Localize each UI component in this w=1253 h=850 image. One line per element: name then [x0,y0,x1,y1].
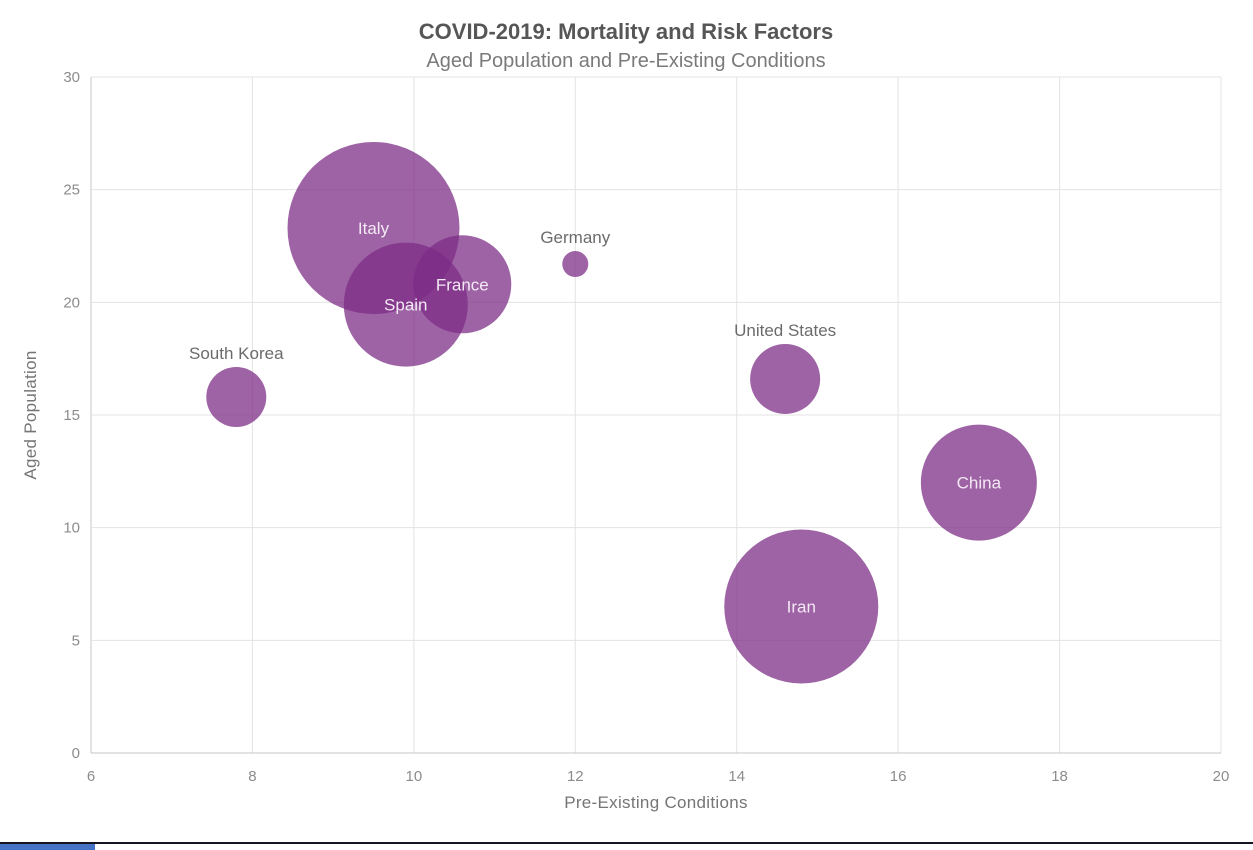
bubble-label-spain: Spain [384,296,427,315]
bubble-layer [206,141,1037,684]
x-axis-title: Pre-Existing Conditions [564,793,748,812]
bubble-germany[interactable] [562,251,589,278]
x-tick-label-12: 12 [567,768,584,785]
bubble-label-germany: Germany [540,228,610,247]
y-tick-label-0: 0 [72,745,80,762]
horizontal-scrollbar-thumb[interactable] [0,844,95,850]
bubble-united-states[interactable] [750,343,821,414]
y-tick-label-30: 30 [63,69,80,86]
x-tick-label-18: 18 [1051,768,1068,785]
chart-subtitle: Aged Population and Pre-Existing Conditi… [426,50,825,72]
x-tick-label-14: 14 [728,768,745,785]
grid-layer: 6 8 10 12 14 16 18 20 0 5 10 15 20 25 30 [63,69,1229,785]
bubble-label-united-states: United States [734,321,836,340]
bubble-label-china: China [957,474,1002,493]
bubble-label-france: France [436,275,489,294]
bubble-label-iran: Iran [787,598,816,617]
y-tick-label-5: 5 [72,632,80,649]
bubble-label-south-korea: South Korea [189,344,284,363]
bubble-label-italy: Italy [358,219,390,238]
chart-title: COVID-2019: Mortality and Risk Factors [419,19,833,44]
bubble-south-korea[interactable] [206,366,267,427]
x-tick-label-16: 16 [890,768,907,785]
y-tick-label-15: 15 [63,407,80,424]
bubble-iran[interactable] [724,529,879,684]
bubble-france[interactable] [413,235,512,334]
x-tick-label-10: 10 [406,768,423,785]
x-tick-label-20: 20 [1213,768,1230,785]
bubble-labels-layer: Italy Spain France Germany South Korea United… [189,219,1002,617]
y-tick-label-25: 25 [63,182,80,199]
x-tick-label-6: 6 [87,768,95,785]
y-axis-title: Aged Population [21,350,40,479]
bottom-divider [0,842,1253,844]
x-tick-label-8: 8 [248,768,256,785]
y-tick-label-10: 10 [63,520,80,537]
y-tick-label-20: 20 [63,294,80,311]
bubble-china[interactable] [920,424,1037,541]
